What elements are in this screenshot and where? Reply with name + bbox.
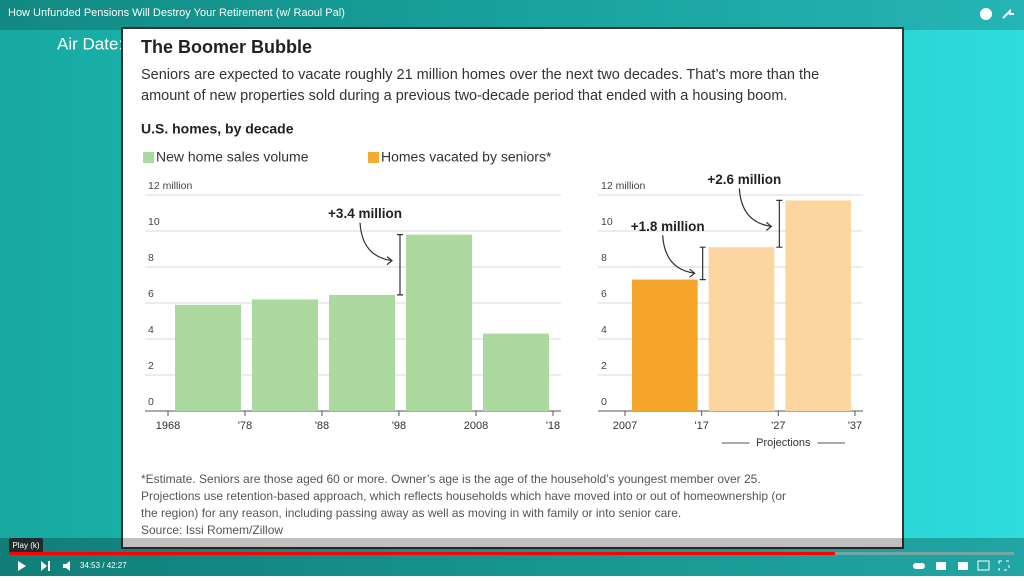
bar [632,279,698,411]
settings-button[interactable] [958,562,968,570]
x-tick-label: '18 [546,420,560,432]
annotation-bracket [699,246,706,281]
y-tick-label: 6 [601,288,607,300]
y-tick-label: 10 [601,216,613,228]
legend-label: New home sales volume [156,149,309,165]
bar [406,234,472,411]
y-tick-label: 8 [148,252,154,264]
progress-played[interactable] [10,552,835,555]
y-tick-label: 4 [601,324,607,336]
tooltip-box [9,538,43,553]
x-tick-label: '78 [238,420,252,432]
annotation: +3.4 million [328,206,402,221]
y-tick-label: 0 [601,396,607,408]
time-display: 34:53 / 42:27 [80,561,127,570]
y-tick-label: 6 [148,288,154,300]
subtitle-line: amount of new properties sold during a p… [141,88,787,104]
bar [252,299,318,411]
x-tick-label: 2008 [464,420,488,432]
legend-label: Homes vacated by seniors* [381,149,552,165]
x-tick-label: 1968 [156,420,180,432]
annotation-arrow [738,188,773,231]
bar [708,247,775,411]
annotation-bracket [776,199,783,248]
bar [483,333,549,411]
bar [175,304,241,411]
watch-later-icon[interactable] [980,8,992,20]
y-tick-label: 2 [601,360,607,372]
y-tick-label: 12 million [148,180,193,192]
annotation: +2.6 million [707,172,781,187]
y-tick-label: 8 [601,252,607,264]
annotation-bracket [397,234,403,296]
play-button[interactable] [18,561,26,571]
charts: New home sales volume 0 2 4 6 8 10 12 million 19… [143,149,863,449]
volume-button[interactable] [63,561,70,571]
captions-button[interactable] [936,562,946,570]
y-tick-label: 4 [148,324,154,336]
x-tick-label: 2007 [613,420,637,432]
bar [785,200,851,411]
air-date: Air Date: [57,34,123,53]
share-icon[interactable] [1002,8,1014,19]
top-bar [0,0,1024,30]
y-tick-label: 2 [148,360,154,372]
annotation-arrow [662,235,696,278]
chart-heading: U.S. homes, by decade [141,121,294,137]
annotation: +1.8 million [631,219,705,234]
note-line: *Estimate. Seniors are those aged 60 or … [141,472,761,486]
tooltip: Play (k) [12,541,39,550]
note-line: Projections use retention-based approach… [141,489,786,503]
source: Source: Issi Romem/Zillow [141,523,283,537]
y-tick-label: 10 [148,216,160,228]
y-tick-label: 12 million [601,180,646,192]
bar [329,294,395,411]
subtitle-line: Seniors are expected to vacate roughly 2… [141,67,819,83]
next-button[interactable] [41,561,50,571]
annotation-arrow [359,222,393,266]
x-tick-label: '98 [392,420,406,432]
x-tick-label: '88 [315,420,329,432]
legend-swatch [143,152,154,163]
fullscreen-button[interactable] [998,560,1010,571]
note-line: the region) for any reason, including pa… [141,506,681,520]
x-tick-label: '37 [848,420,862,432]
x-tick-label: '17 [694,420,708,432]
x-axis-label: Projections [756,437,811,449]
x-tick-label: '27 [771,420,785,432]
autoplay-toggle[interactable] [913,563,925,569]
legend-swatch [368,152,379,163]
controls-bar [0,538,1024,576]
miniplayer-button[interactable] [977,560,990,571]
video-title[interactable]: How Unfunded Pensions Will Destroy Your … [8,7,345,19]
y-tick-label: 0 [148,396,154,408]
slide-title: The Boomer Bubble [141,37,312,57]
